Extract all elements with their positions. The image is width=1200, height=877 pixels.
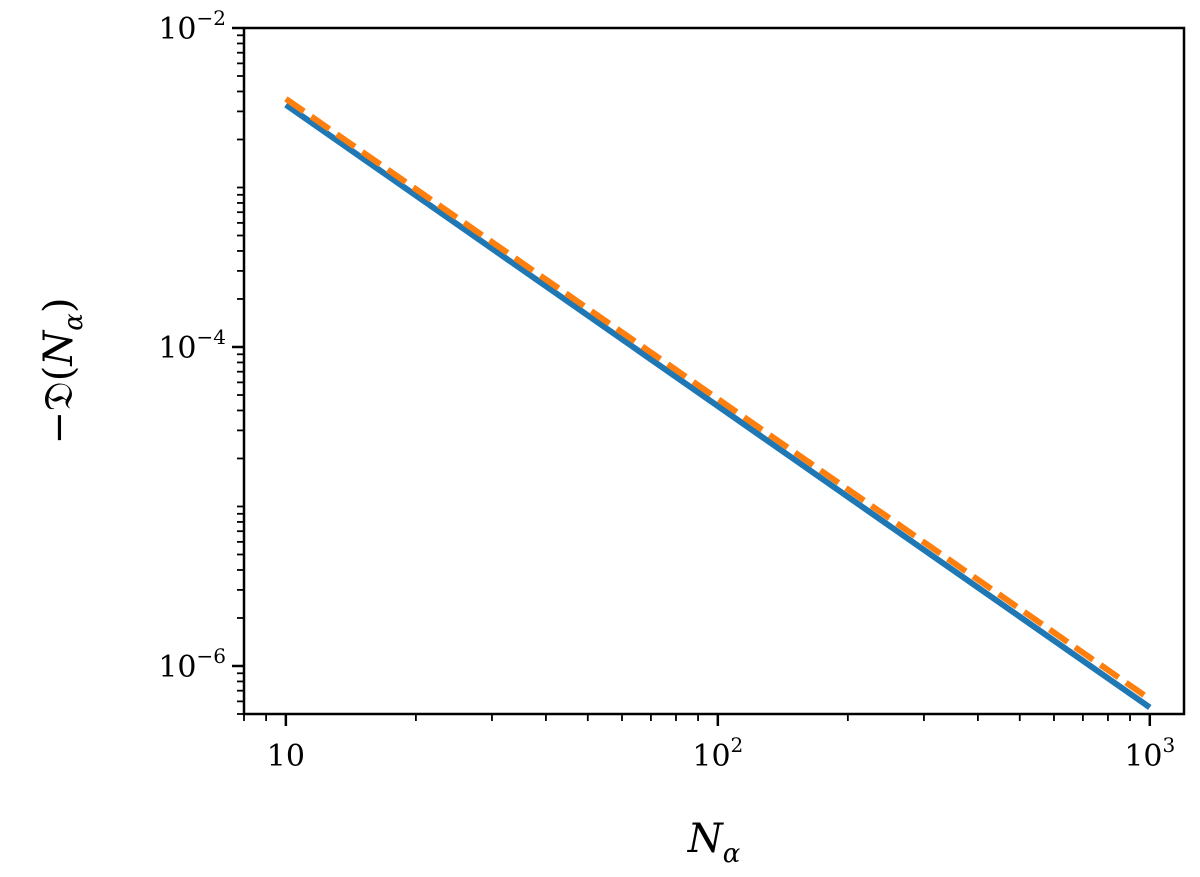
- y-tick-label: 10−4: [158, 325, 226, 366]
- y-tick-label: 10−6: [158, 644, 226, 685]
- series-line-2: [284, 96, 1152, 702]
- x-tick-label: 102: [692, 733, 743, 774]
- series-layer: [284, 96, 1152, 710]
- y-axis-label: −𝔇(Nα): [36, 298, 89, 445]
- x-tick-label: 103: [1124, 733, 1175, 774]
- x-tick-label: 10: [267, 739, 305, 774]
- x-axis-label: Nα: [687, 816, 741, 869]
- plot-frame: [242, 26, 1186, 716]
- series-line-1: [284, 102, 1152, 710]
- tick-labels-layer: 10 102 103 10−6 10−4 10−2: [158, 6, 1175, 774]
- ticks-layer: [232, 26, 1152, 726]
- y-tick-label: 10−2: [158, 6, 226, 47]
